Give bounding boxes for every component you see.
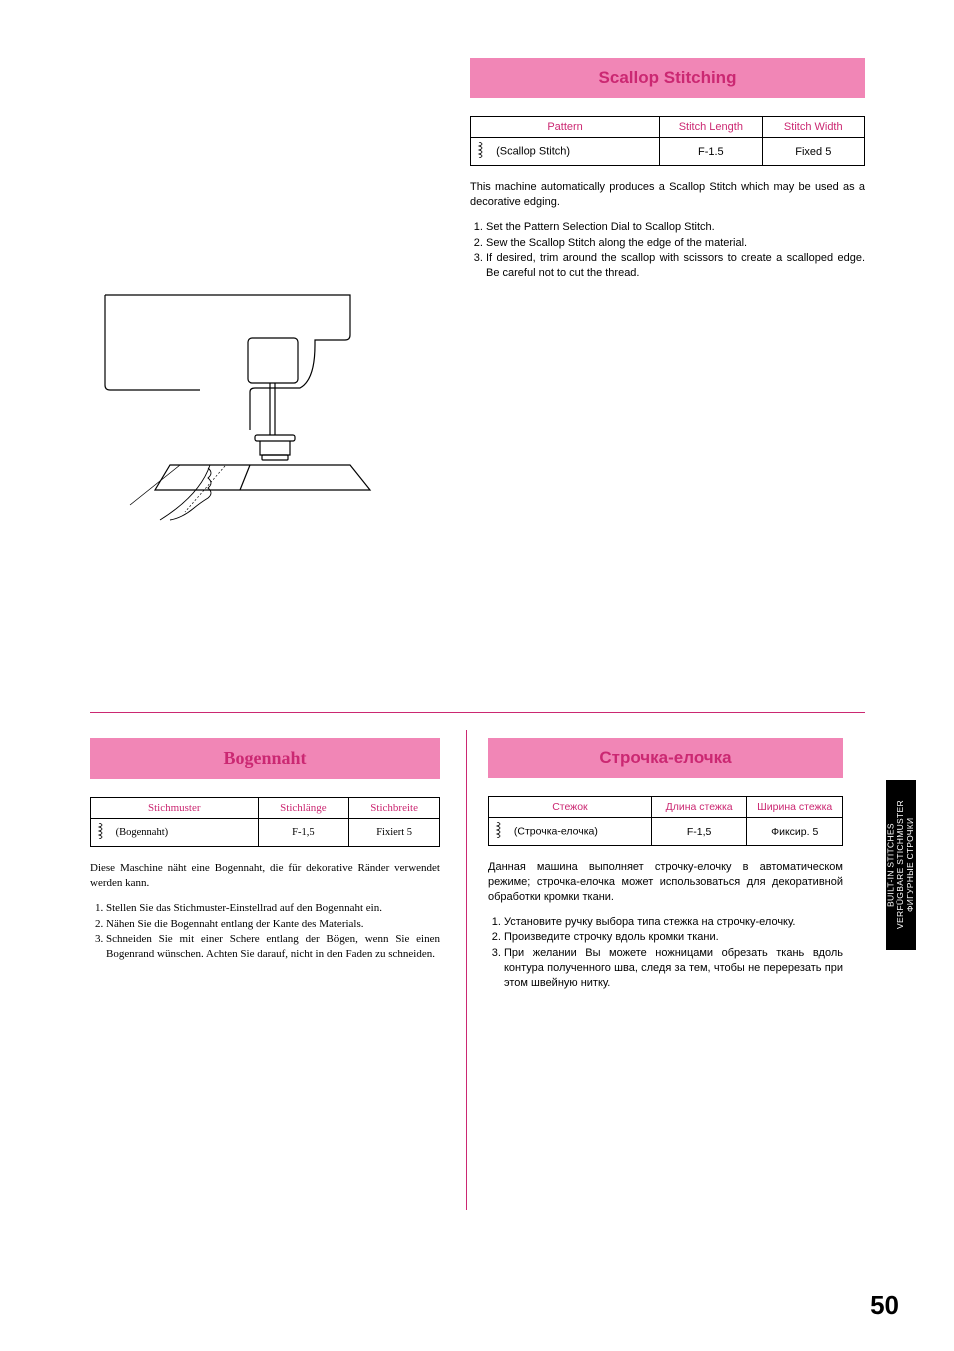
- stitch-table-english: Pattern Stitch Length Stitch Width (Scal…: [470, 116, 865, 166]
- scallop-stitch-icon: [477, 142, 487, 161]
- section-russian: Строчка-елочка Стежок Длина стежка Ширин…: [488, 738, 843, 992]
- step-3: If desired, trim around the scallop with…: [486, 251, 865, 281]
- side-tab-text: BUILT-IN STITCHES VERFÜGBARE STICHMUSTER…: [886, 801, 915, 930]
- desc-german: Diese Maschine näht eine Bogennaht, die …: [90, 861, 440, 891]
- th-pattern-ru: Стежок: [489, 797, 652, 818]
- desc-english: This machine automatically produces a Sc…: [470, 180, 865, 210]
- step-2-de: Nähen Sie die Bogennaht entlang der Kant…: [106, 917, 440, 932]
- td-pattern: (Scallop Stitch): [471, 138, 660, 166]
- title-english: Scallop Stitching: [470, 58, 865, 98]
- vertical-divider: [466, 730, 467, 1210]
- th-pattern: Pattern: [471, 117, 660, 138]
- th-length: Stitch Length: [660, 117, 762, 138]
- td-width-de: Fixiert 5: [349, 819, 440, 847]
- side-tab: BUILT-IN STITCHES VERFÜGBARE STICHMUSTER…: [886, 780, 916, 950]
- step-1-de: Stellen Sie das Stichmuster-Einstellrad …: [106, 901, 440, 916]
- title-russian: Строчка-елочка: [488, 738, 843, 778]
- section-english: Scallop Stitching Pattern Stitch Length …: [470, 58, 865, 282]
- th-width-ru: Ширина стежка: [747, 797, 843, 818]
- td-length: F-1.5: [660, 138, 762, 166]
- step-3-de: Schneiden Sie mit einer Schere entlang d…: [106, 932, 440, 962]
- th-width-de: Stichbreite: [349, 798, 440, 819]
- desc-russian: Данная машина выполняет строчку-елочку в…: [488, 860, 843, 905]
- pattern-name: (Scallop Stitch): [496, 145, 570, 157]
- pattern-name-de: (Bogennaht): [116, 827, 169, 838]
- horizontal-divider: [90, 712, 865, 713]
- step-2: Sew the Scallop Stitch along the edge of…: [486, 236, 865, 251]
- td-length-ru: F-1,5: [651, 818, 747, 846]
- th-length-de: Stichlänge: [258, 798, 349, 819]
- th-length-ru: Длина стежка: [651, 797, 747, 818]
- td-pattern-de: (Bogennaht): [91, 819, 259, 847]
- page-number: 50: [870, 1290, 899, 1321]
- step-3-ru: При желании Вы можете ножницами обрезать…: [504, 946, 843, 991]
- th-pattern-de: Stichmuster: [91, 798, 259, 819]
- section-german: Bogennaht Stichmuster Stichlänge Stichbr…: [90, 738, 440, 963]
- step-2-ru: Произведите строчку вдоль кромки ткани.: [504, 930, 843, 945]
- td-pattern-ru: (Строчка-елочка): [489, 818, 652, 846]
- step-1-ru: Установите ручку выбора типа стежка на с…: [504, 915, 843, 930]
- scallop-stitch-icon: [97, 823, 107, 842]
- td-width-ru: Фиксир. 5: [747, 818, 843, 846]
- th-width: Stitch Width: [762, 117, 864, 138]
- sewing-illustration: [100, 290, 380, 530]
- steps-russian: Установите ручку выбора типа стежка на с…: [488, 915, 843, 991]
- step-1: Set the Pattern Selection Dial to Scallo…: [486, 220, 865, 235]
- td-width: Fixed 5: [762, 138, 864, 166]
- stitch-table-russian: Стежок Длина стежка Ширина стежка (Строч…: [488, 796, 843, 846]
- pattern-name-ru: (Строчка-елочка): [514, 825, 598, 837]
- stitch-table-german: Stichmuster Stichlänge Stichbreite (Boge…: [90, 797, 440, 847]
- manual-page: Scallop Stitching Pattern Stitch Length …: [0, 0, 954, 1351]
- scallop-stitch-icon: [495, 822, 505, 841]
- steps-english: Set the Pattern Selection Dial to Scallo…: [470, 220, 865, 281]
- steps-german: Stellen Sie das Stichmuster-Einstellrad …: [90, 901, 440, 962]
- td-length-de: F-1,5: [258, 819, 349, 847]
- title-german: Bogennaht: [90, 738, 440, 779]
